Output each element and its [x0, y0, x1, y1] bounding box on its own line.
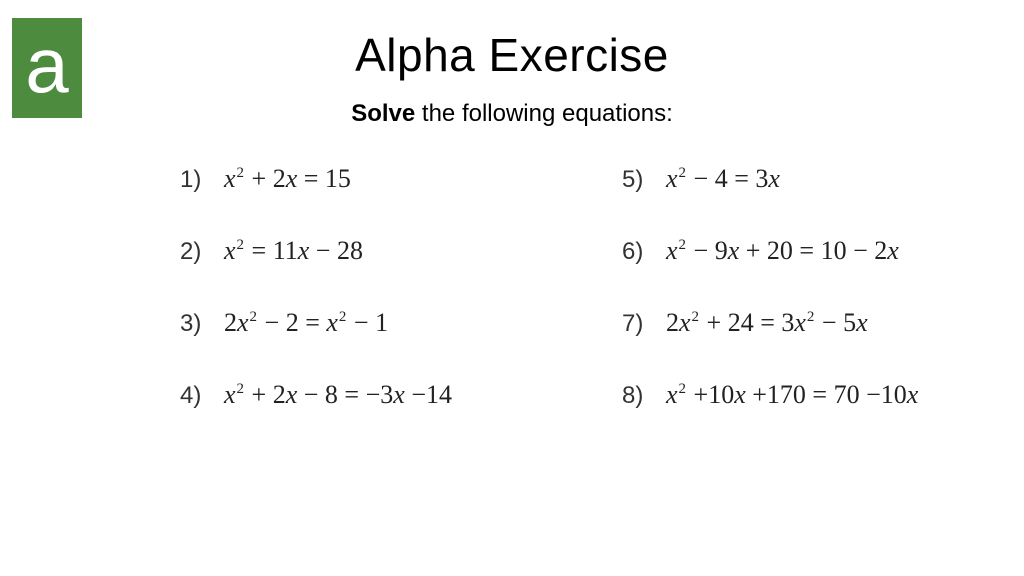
equation-item: 5)x2 − 4 = 3x — [622, 164, 1024, 194]
equation-item: 6)x2 − 9x + 20 = 10 − 2x — [622, 236, 1024, 266]
equation-number: 7) — [622, 310, 666, 338]
page-title: Alpha Exercise — [0, 0, 1024, 82]
equation-expression: 2x2 + 24 = 3x2 − 5x — [666, 308, 868, 338]
equation-number: 8) — [622, 382, 666, 410]
equation-item: 3)2x2 − 2 = x2 − 1 — [180, 308, 582, 338]
equation-columns: 1)x2 + 2x = 15 2)x2 = 11x − 28 3)2x2 − 2 =… — [0, 164, 1024, 410]
equation-item: 8)x2 +10x +170 = 70 −10x — [622, 380, 1024, 410]
equation-number: 3) — [180, 310, 224, 338]
equation-item: 1)x2 + 2x = 15 — [180, 164, 582, 194]
equation-item: 4)x2 + 2x − 8 = −3x −14 — [180, 380, 582, 410]
equation-expression: x2 − 9x + 20 = 10 − 2x — [666, 236, 899, 266]
equation-expression: x2 + 2x = 15 — [224, 164, 351, 194]
equation-number: 4) — [180, 382, 224, 410]
equation-number: 5) — [622, 166, 666, 194]
instruction-text: Solve the following equations: — [0, 100, 1024, 128]
equation-expression: 2x2 − 2 = x2 − 1 — [224, 308, 388, 338]
equation-item: 2)x2 = 11x − 28 — [180, 236, 582, 266]
equation-column-left: 1)x2 + 2x = 15 2)x2 = 11x − 28 3)2x2 − 2 =… — [0, 164, 582, 410]
equation-column-right: 5)x2 − 4 = 3x 6)x2 − 9x + 20 = 10 − 2x 7)2… — [582, 164, 1024, 410]
instruction-rest: the following equations: — [415, 100, 673, 127]
equation-expression: x2 − 4 = 3x — [666, 164, 780, 194]
equation-expression: x2 + 2x − 8 = −3x −14 — [224, 380, 452, 410]
alpha-logo: a — [12, 18, 82, 118]
equation-expression: x2 +10x +170 = 70 −10x — [666, 380, 918, 410]
alpha-logo-letter: a — [25, 26, 68, 104]
equation-number: 2) — [180, 238, 224, 266]
equation-number: 1) — [180, 166, 224, 194]
instruction-bold: Solve — [351, 100, 415, 127]
equation-item: 7)2x2 + 24 = 3x2 − 5x — [622, 308, 1024, 338]
equation-expression: x2 = 11x − 28 — [224, 236, 363, 266]
equation-number: 6) — [622, 238, 666, 266]
